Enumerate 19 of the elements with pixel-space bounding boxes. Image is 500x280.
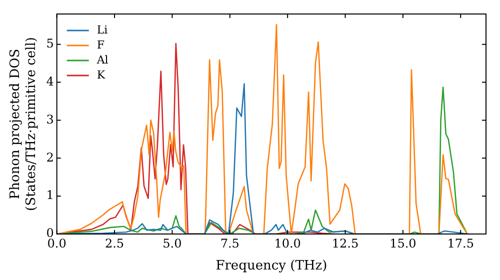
y-tick-label: 2 xyxy=(46,150,54,164)
x-tick-label: 10.0 xyxy=(274,236,301,250)
x-tick-label: 12.5 xyxy=(332,236,359,250)
legend-label: K xyxy=(96,68,106,82)
x-tick-label: 2.5 xyxy=(104,236,124,250)
y-axis-title: Phonon projected DOS (States/THz·primitive cell) xyxy=(8,36,39,212)
y-tick-label: 4 xyxy=(46,74,54,88)
x-tick-label: 15.0 xyxy=(390,236,416,250)
x-tick-label: 7.5 xyxy=(220,236,240,250)
x-tick-label: 0.0 xyxy=(47,236,66,250)
legend-label: Li xyxy=(96,23,108,36)
x-tick-label: 17.5 xyxy=(447,236,474,250)
y-tick-label: 3 xyxy=(46,112,54,126)
legend-label: F xyxy=(96,38,105,52)
x-axis-title: Frequency (THz) xyxy=(216,258,328,274)
y-tick-label: 1 xyxy=(46,188,54,202)
x-tick-label: 5.0 xyxy=(162,236,182,250)
y-tick-label: 5 xyxy=(46,36,54,50)
legend-label: Al xyxy=(96,53,109,66)
